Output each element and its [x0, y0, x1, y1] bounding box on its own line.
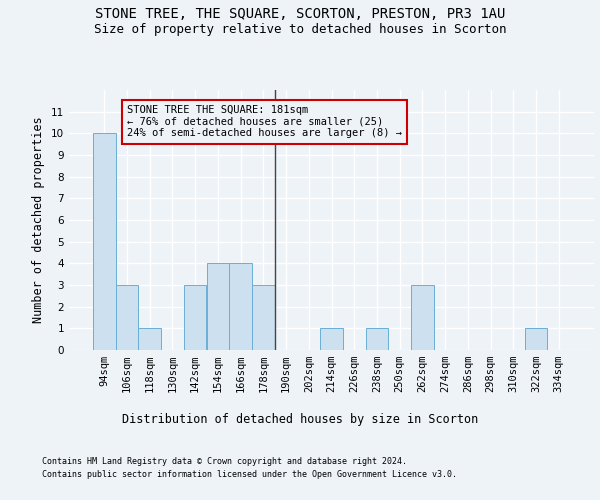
Text: Size of property relative to detached houses in Scorton: Size of property relative to detached ho…: [94, 22, 506, 36]
Bar: [411, 285, 434, 350]
Bar: [524, 328, 547, 350]
Bar: [252, 285, 275, 350]
Bar: [365, 328, 388, 350]
Y-axis label: Number of detached properties: Number of detached properties: [32, 116, 46, 324]
Bar: [93, 134, 116, 350]
Text: STONE TREE, THE SQUARE, SCORTON, PRESTON, PR3 1AU: STONE TREE, THE SQUARE, SCORTON, PRESTON…: [95, 8, 505, 22]
Text: STONE TREE THE SQUARE: 181sqm
← 76% of detached houses are smaller (25)
24% of s: STONE TREE THE SQUARE: 181sqm ← 76% of d…: [127, 105, 402, 138]
Bar: [116, 285, 139, 350]
Bar: [206, 264, 229, 350]
Bar: [229, 264, 252, 350]
Text: Contains HM Land Registry data © Crown copyright and database right 2024.: Contains HM Land Registry data © Crown c…: [42, 458, 407, 466]
Text: Distribution of detached houses by size in Scorton: Distribution of detached houses by size …: [122, 412, 478, 426]
Text: Contains public sector information licensed under the Open Government Licence v3: Contains public sector information licen…: [42, 470, 457, 479]
Bar: [139, 328, 161, 350]
Bar: [184, 285, 206, 350]
Bar: [320, 328, 343, 350]
